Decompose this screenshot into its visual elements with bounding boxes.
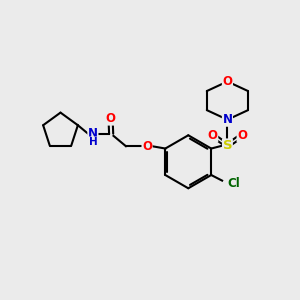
Text: O: O bbox=[237, 129, 247, 142]
Text: O: O bbox=[208, 129, 218, 142]
Text: H: H bbox=[88, 137, 97, 147]
Text: O: O bbox=[222, 75, 233, 88]
Text: O: O bbox=[142, 140, 152, 153]
Text: N: N bbox=[88, 127, 98, 140]
Text: Cl: Cl bbox=[227, 177, 240, 190]
Text: N: N bbox=[222, 113, 233, 126]
Text: O: O bbox=[106, 112, 116, 125]
Text: S: S bbox=[223, 139, 232, 152]
